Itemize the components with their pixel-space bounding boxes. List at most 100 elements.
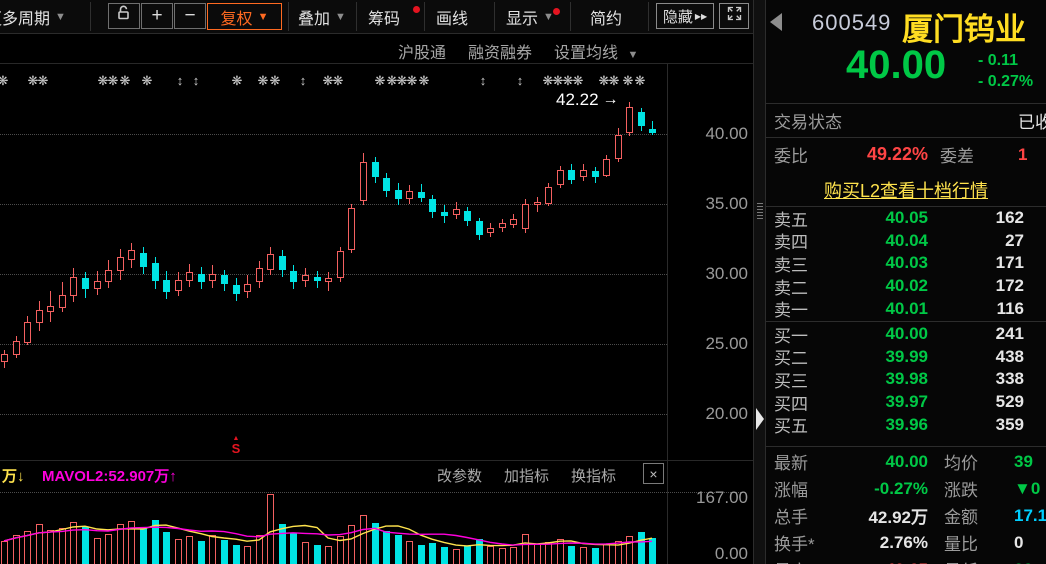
candle (152, 262, 159, 281)
chips-button[interactable]: 筹码 (368, 0, 400, 33)
dividend-flake-icon: ❋ (322, 73, 334, 88)
stat-value: 39 (1014, 451, 1033, 471)
volume-bar (209, 534, 216, 564)
candle-wick (652, 120, 653, 135)
zoom-out-button[interactable]: − (174, 3, 206, 29)
arrow-right-icon: → (602, 91, 619, 108)
volume-bar (372, 522, 379, 564)
volume-bar (383, 531, 390, 564)
sell-level-row[interactable]: 卖二 40.02 172 (766, 275, 1046, 298)
plus-icon: + (151, 5, 163, 26)
back-arrow-icon[interactable] (770, 13, 782, 31)
overlay-label: 叠加 (298, 10, 331, 28)
level-volume: 162 (995, 208, 1024, 228)
dividend-flake-icon: ❋ (119, 73, 131, 88)
dividend-flake-icon: ❋ (406, 73, 418, 88)
volume-bar (279, 523, 286, 564)
weicha-value: 1 (1018, 144, 1028, 164)
volume-bar (476, 538, 483, 564)
dividend-flake-icon: ❋ (542, 73, 554, 88)
sell-level-row[interactable]: 卖一 40.01 116 (766, 297, 1046, 321)
candle (1, 353, 8, 363)
switch-indicator-button[interactable]: 换指标 (571, 467, 617, 485)
weicha-label: 委差 (940, 147, 974, 166)
fuquan-dropdown[interactable]: 复权 ▼ (207, 3, 282, 30)
volume-bar (580, 547, 587, 564)
level-label: 买五 (774, 417, 808, 437)
buy-level-row[interactable]: 买三 39.98 338 (766, 368, 1046, 391)
y-axis-label: 40.00 (705, 123, 748, 143)
sell-level-row[interactable]: 卖三 40.03 171 (766, 252, 1046, 275)
stat-label: 换手* (774, 535, 815, 554)
simple-mode-button[interactable]: 简约 (590, 0, 622, 33)
volume-bar (360, 514, 367, 564)
zoom-in-button[interactable]: + (141, 3, 173, 29)
triangle-up-icon: ▲ (232, 435, 240, 442)
candle (279, 255, 286, 270)
volume-bar (302, 542, 309, 564)
volume-bar (1, 540, 8, 564)
volume-bar (534, 543, 541, 564)
updown-arrow-icon: ↕ (176, 73, 184, 88)
buy-level-row[interactable]: 买一 40.00 241 (766, 323, 1046, 346)
hide-panel-button[interactable]: 隐藏 ▶▶ (656, 3, 714, 29)
level-price: 40.01 (885, 298, 928, 318)
candle (534, 202, 541, 206)
display-dropdown[interactable]: 显示 ▼ (506, 0, 554, 33)
buy-level-row[interactable]: 买二 39.99 438 (766, 346, 1046, 369)
edit-params-button[interactable]: 改参数 (437, 467, 483, 485)
level-label: 卖五 (774, 210, 808, 230)
draw-line-button[interactable]: 画线 (436, 0, 468, 33)
sell-level-row[interactable]: 卖五 40.05 162 (766, 207, 1046, 230)
candle (70, 276, 77, 297)
toolbar-separator (90, 2, 91, 31)
buy-level-row[interactable]: 买四 39.97 529 (766, 391, 1046, 414)
period-dropdown[interactable]: 更多周期 ▼ (0, 0, 66, 33)
level-volume: 529 (995, 392, 1024, 412)
fullscreen-button[interactable] (719, 3, 749, 29)
level-label: 买一 (774, 326, 808, 346)
stat-label: 金额 (944, 508, 978, 527)
candle (302, 275, 309, 281)
lock-button[interactable] (108, 3, 140, 29)
close-indicator-button[interactable]: × (643, 463, 664, 484)
sell-signal-marker: ▲ S (229, 435, 243, 455)
collapse-arrow-icon[interactable] (756, 408, 764, 430)
panel-divider[interactable] (753, 0, 766, 564)
add-indicator-button[interactable]: 加指标 (504, 467, 550, 485)
candle (105, 269, 112, 283)
margin-trading-tag[interactable]: 融资融券 (468, 45, 533, 62)
candle (175, 279, 182, 291)
volume-bar (499, 548, 506, 564)
candle (13, 341, 20, 356)
volume-bar (429, 543, 436, 564)
volume-bar (418, 544, 425, 564)
level-label: 卖四 (774, 233, 808, 253)
volume-bar (140, 527, 147, 564)
buy-order-book: 买一 40.00 241 买二 39.99 438 买三 39.98 338 买四 39.97 529… (766, 323, 1046, 436)
volume-bar (337, 536, 344, 564)
l2-quote-link[interactable]: 购买L2查看十档行情 (823, 181, 989, 201)
candle (47, 306, 54, 312)
dividend-flake-icon: ❋ (608, 73, 620, 88)
stat-value: -0.27% (874, 478, 928, 498)
gridline (0, 273, 667, 275)
ma-setting-dropdown[interactable]: 设置均线 ▼ (554, 45, 639, 62)
buy-level-row[interactable]: 买五 39.96 359 (766, 413, 1046, 437)
volume-bar (464, 545, 471, 564)
volume-bar (152, 520, 159, 564)
sell-level-row[interactable]: 卖四 40.04 27 (766, 230, 1046, 253)
hugutong-tag[interactable]: 沪股通 (398, 45, 447, 62)
stat-label: 最高 (774, 557, 836, 564)
dividend-flake-icon: ❋ (0, 73, 9, 88)
volume-bar (592, 548, 599, 564)
volume-bar (24, 531, 31, 564)
volume-bar (82, 527, 89, 564)
candle (290, 271, 297, 283)
volume-bar (545, 542, 552, 564)
volume-bar (603, 543, 610, 564)
weibi-value: 49.22% (866, 144, 928, 164)
overlay-dropdown[interactable]: 叠加 ▼ (298, 0, 346, 33)
drag-grip-icon[interactable] (757, 203, 763, 221)
stat-value: ▼0 (1014, 478, 1041, 498)
